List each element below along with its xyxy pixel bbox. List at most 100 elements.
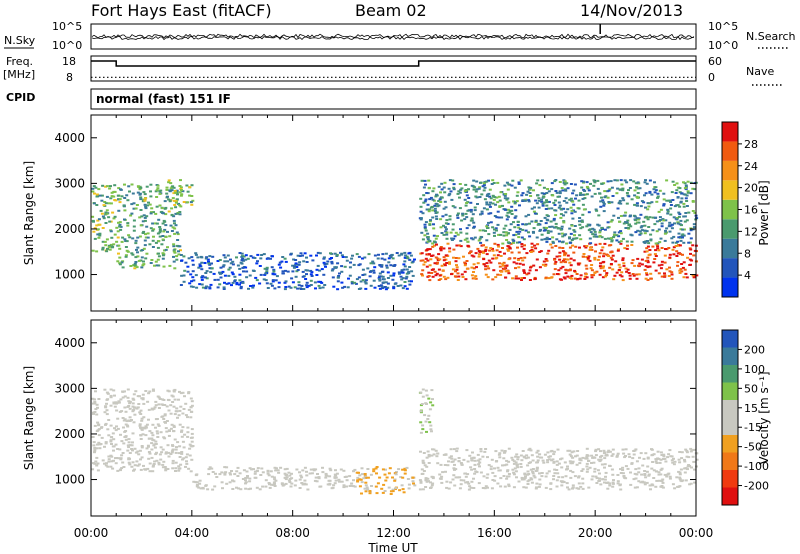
echo-cell: [639, 205, 643, 208]
echo-cell: [578, 458, 582, 461]
echo-cell: [465, 267, 469, 270]
echo-cell: [533, 244, 537, 247]
echo-cell: [154, 222, 158, 225]
echo-cell: [340, 254, 344, 257]
echo-cell: [469, 219, 473, 222]
echo-cell: [130, 465, 134, 468]
echo-cell: [681, 266, 685, 269]
echo-cell: [574, 197, 577, 200]
echo-cell: [98, 194, 102, 197]
echo-cell: [580, 180, 584, 183]
echo-cell: [638, 262, 642, 265]
echo-cell: [633, 194, 637, 197]
echo-cell: [183, 433, 187, 436]
echo-cell: [486, 456, 489, 459]
echo-cell: [637, 264, 640, 267]
echo-cell: [233, 473, 237, 476]
echo-cell: [321, 286, 325, 289]
echo-cell: [669, 204, 673, 206]
echo-cell: [515, 241, 519, 244]
echo-cell: [437, 200, 441, 202]
echo-cell: [190, 195, 194, 197]
echo-cell: [485, 253, 489, 256]
echo-cell: [494, 203, 497, 206]
echo-cell: [643, 474, 647, 476]
echo-cell: [552, 450, 556, 453]
echo-cell: [603, 466, 606, 469]
echo-cell: [506, 270, 510, 273]
echo-cell: [521, 259, 525, 262]
echo-cell: [236, 475, 240, 477]
echo-cell: [545, 218, 549, 221]
echo-cell: [678, 485, 682, 488]
echo-cell: [251, 286, 255, 289]
y-tick-label: 1000: [54, 473, 85, 487]
nave-tick-low: 0: [708, 71, 715, 84]
echo-cell: [645, 247, 649, 250]
echo-cell: [399, 476, 403, 479]
echo-cell: [648, 202, 652, 205]
echo-cell: [627, 453, 631, 456]
echo-cell: [305, 281, 309, 284]
y-tick-label: 1000: [54, 268, 85, 282]
echo-cell: [569, 197, 573, 200]
echo-cell: [443, 200, 447, 203]
echo-cell: [384, 252, 388, 255]
echo-cell: [207, 468, 211, 471]
echo-cell: [471, 451, 474, 454]
echo-cell: [123, 209, 127, 212]
echo-cell: [459, 188, 463, 191]
echo-cell: [124, 255, 128, 258]
echo-cell: [677, 236, 681, 239]
echo-cell: [600, 182, 604, 185]
echo-cell: [469, 251, 473, 253]
echo-cell: [530, 481, 534, 484]
echo-cell: [513, 467, 517, 470]
echo-cell: [658, 241, 662, 244]
echo-cell: [558, 204, 562, 207]
echo-cell: [179, 186, 183, 189]
echo-cell: [91, 468, 95, 471]
colorbar-swatch: [722, 382, 738, 400]
echo-cell: [643, 224, 647, 227]
echo-cell: [485, 262, 489, 265]
echo-cell: [235, 281, 239, 284]
echo-cell: [397, 254, 401, 257]
echo-cell: [585, 225, 589, 228]
echo-cell: [328, 483, 331, 486]
echo-cell: [662, 203, 666, 206]
echo-cell: [591, 233, 595, 236]
echo-cell: [627, 189, 630, 192]
echo-cell: [678, 205, 682, 208]
echo-cell: [548, 225, 552, 228]
echo-cell: [96, 443, 99, 446]
echo-cell: [565, 482, 569, 485]
echo-cell: [248, 274, 252, 277]
echo-cell: [545, 204, 549, 207]
echo-cell: [335, 253, 339, 256]
echo-cell: [644, 476, 648, 479]
echo-cell: [144, 434, 148, 437]
echo-cell: [502, 231, 506, 234]
echo-cell: [393, 282, 397, 285]
echo-cell: [336, 280, 340, 283]
echo-cell: [649, 239, 653, 242]
echo-cell: [606, 221, 610, 224]
echo-cell: [608, 464, 611, 467]
echo-cell: [612, 236, 616, 239]
echo-cell: [527, 199, 531, 202]
echo-cell: [127, 400, 131, 403]
echo-cell: [540, 192, 544, 195]
echo-cell: [132, 398, 136, 401]
echo-cell: [470, 217, 474, 220]
echo-cell: [512, 462, 516, 465]
echo-cell: [392, 287, 396, 290]
echo-cell: [162, 212, 165, 215]
echo-cell: [606, 226, 610, 229]
nsearch-tick-high: 10^5: [708, 20, 738, 33]
echo-cell: [498, 265, 502, 268]
echo-cell: [622, 264, 626, 267]
echo-cell: [411, 480, 415, 483]
echo-cell: [288, 481, 292, 484]
echo-cell: [476, 262, 480, 265]
